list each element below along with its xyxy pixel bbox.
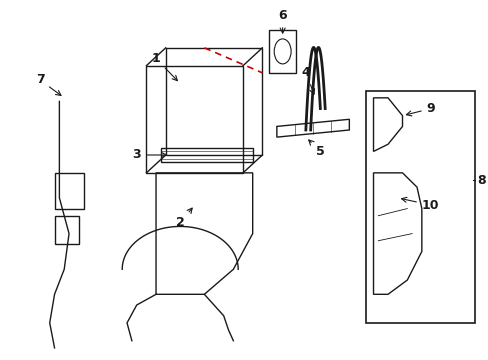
- Text: 1: 1: [151, 52, 177, 81]
- Text: 10: 10: [401, 197, 438, 212]
- Text: 6: 6: [278, 9, 286, 33]
- Text: 8: 8: [476, 174, 485, 186]
- Text: 5: 5: [308, 140, 324, 158]
- Text: 2: 2: [176, 208, 192, 229]
- Text: 3: 3: [132, 148, 166, 162]
- Text: 9: 9: [406, 102, 434, 116]
- Text: 4: 4: [301, 66, 314, 94]
- Text: 7: 7: [36, 73, 61, 95]
